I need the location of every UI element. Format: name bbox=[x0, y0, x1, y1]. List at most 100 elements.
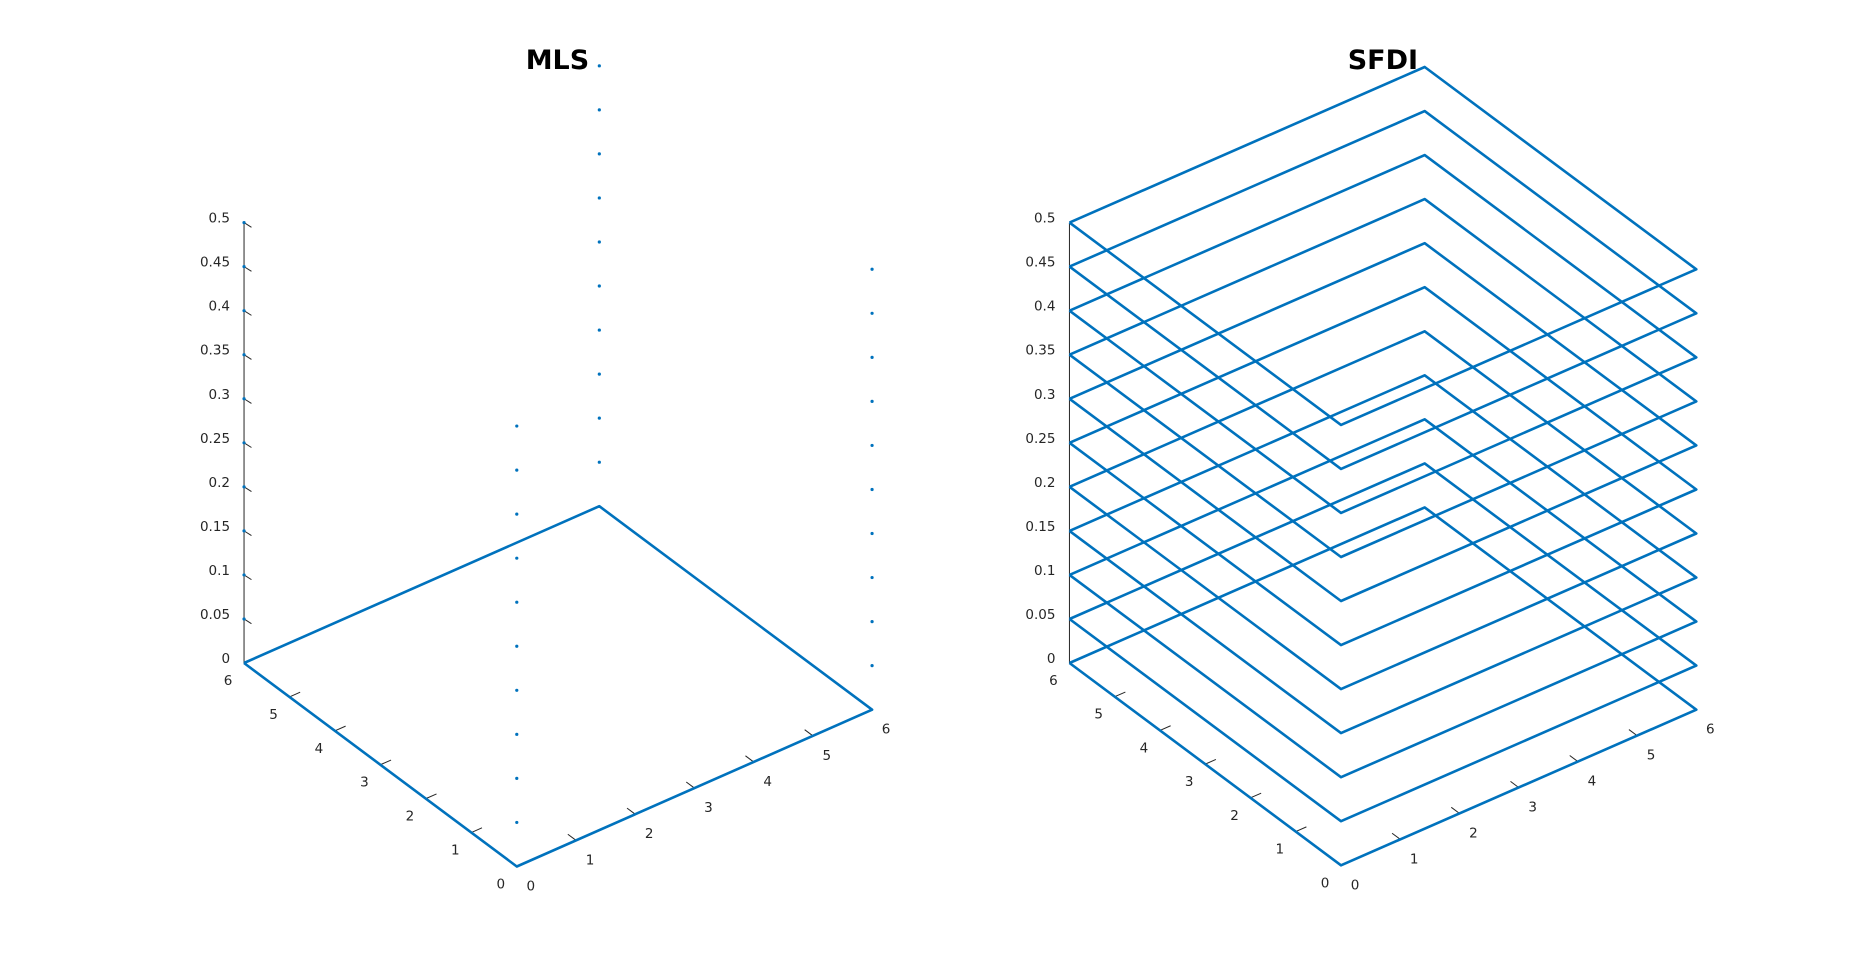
z-tick-label: 0.4 bbox=[1034, 299, 1055, 315]
mesh-outline-level bbox=[1068, 241, 1698, 603]
z-tick-label: 0.05 bbox=[200, 607, 230, 623]
x-tick-label: 3 bbox=[704, 800, 713, 816]
data-point bbox=[870, 487, 874, 492]
x-tick-mark bbox=[745, 755, 754, 763]
x-tick-mark bbox=[685, 781, 695, 789]
mls-subplot: MLS 0 1 2 3 4 5 6 0 1 2 3 4 5 6 0 0.05 0.1 0.15 0.2 0.25 0.3… bbox=[200, 45, 890, 895]
data-point bbox=[242, 353, 246, 357]
z-tick-label: 0.45 bbox=[200, 255, 230, 271]
data-point bbox=[870, 355, 874, 359]
data-point bbox=[597, 328, 601, 332]
x-tick-mark bbox=[804, 729, 814, 737]
z-tick-label: 0.15 bbox=[200, 519, 230, 535]
mesh-outline-level bbox=[1068, 462, 1698, 823]
y-tick-label: 5 bbox=[1094, 707, 1103, 723]
y-tick-mark bbox=[1205, 759, 1217, 765]
z-tick-label: 0.2 bbox=[209, 475, 230, 491]
x-tick-mark bbox=[1628, 729, 1638, 737]
chart-title: SFDI bbox=[1348, 45, 1418, 76]
y-tick-mark bbox=[1159, 725, 1171, 731]
data-point bbox=[515, 732, 519, 736]
data-point bbox=[597, 108, 601, 112]
data-point bbox=[515, 556, 519, 560]
data-point bbox=[597, 196, 601, 200]
data-point bbox=[515, 776, 519, 780]
y-tick-label: 2 bbox=[1230, 808, 1239, 824]
mesh-outline-level bbox=[1068, 373, 1698, 735]
z-tick-label: 0.25 bbox=[200, 431, 230, 447]
data-point bbox=[515, 688, 519, 692]
data-point bbox=[870, 664, 874, 668]
z-tick-label: 0.05 bbox=[1025, 607, 1055, 623]
data-point bbox=[242, 485, 246, 489]
chart-title: MLS bbox=[526, 45, 590, 76]
y-tick-label: 4 bbox=[1140, 740, 1149, 756]
z-tick-label: 0 bbox=[1047, 651, 1056, 667]
x-tick-label: 2 bbox=[1469, 825, 1478, 841]
y-tick-label: 3 bbox=[360, 775, 369, 791]
x-tick-mark bbox=[626, 807, 636, 815]
y-tick-label: 4 bbox=[315, 741, 324, 757]
data-point bbox=[242, 441, 246, 445]
data-point bbox=[870, 531, 874, 536]
y-tick-mark bbox=[289, 691, 301, 698]
z-tick-label: 0.5 bbox=[1034, 211, 1055, 227]
y-tick-mark bbox=[1295, 826, 1307, 833]
data-point bbox=[597, 460, 601, 464]
x-tick-label: 1 bbox=[586, 852, 595, 868]
data-point bbox=[515, 600, 519, 604]
z-tick-label: 0.5 bbox=[209, 211, 230, 227]
x-tick-mark bbox=[1510, 781, 1519, 788]
data-point bbox=[597, 416, 601, 420]
data-point bbox=[515, 468, 519, 472]
data-point bbox=[242, 309, 246, 313]
data-point bbox=[870, 267, 874, 271]
y-tick-label: 2 bbox=[406, 809, 415, 825]
x-tick-label: 0 bbox=[1351, 877, 1360, 893]
data-point bbox=[597, 284, 601, 288]
z-tick-label: 0.1 bbox=[1034, 563, 1055, 579]
z-tick-label: 0.3 bbox=[1034, 387, 1055, 403]
mesh-outline-level bbox=[1068, 65, 1698, 427]
x-tick-mark bbox=[1450, 806, 1460, 814]
y-tick-label: 6 bbox=[1049, 673, 1058, 689]
data-point bbox=[242, 220, 246, 225]
y-tick-label: 6 bbox=[224, 673, 233, 689]
x-tick-mark bbox=[567, 833, 577, 841]
y-tick-mark bbox=[1250, 792, 1262, 799]
y-tick-mark bbox=[471, 827, 483, 834]
mesh-outline-level bbox=[1068, 329, 1698, 691]
z-tick-label: 0 bbox=[221, 651, 230, 667]
x-tick-label: 6 bbox=[882, 722, 891, 738]
mesh-outline-level bbox=[1068, 506, 1698, 867]
y-tick-label: 0 bbox=[496, 876, 505, 892]
z-tick-label: 0.35 bbox=[200, 343, 230, 359]
x-tick-label: 2 bbox=[645, 826, 654, 842]
x-tick-label: 6 bbox=[1706, 722, 1715, 738]
data-point bbox=[870, 311, 874, 315]
z-tick-label: 0.15 bbox=[1025, 519, 1055, 535]
z-tick-label: 0.2 bbox=[1034, 475, 1055, 491]
mesh-outline-level bbox=[1068, 417, 1698, 779]
y-tick-label: 0 bbox=[1321, 875, 1330, 891]
z-tick-label: 0.25 bbox=[1025, 431, 1055, 447]
data-point bbox=[597, 64, 601, 68]
data-point bbox=[515, 424, 519, 428]
mesh-outline-level bbox=[1068, 109, 1698, 471]
data-point bbox=[870, 619, 874, 624]
y-tick-mark bbox=[425, 793, 437, 800]
mesh-outline-level bbox=[243, 504, 874, 868]
x-tick-mark bbox=[1391, 832, 1401, 840]
y-tick-mark bbox=[1114, 691, 1126, 698]
data-point bbox=[242, 529, 246, 533]
data-point bbox=[242, 617, 246, 621]
x-tick-label: 0 bbox=[526, 878, 535, 894]
data-point bbox=[870, 443, 874, 448]
z-tick-label: 0.4 bbox=[209, 299, 230, 315]
y-tick-mark bbox=[380, 759, 392, 766]
y-tick-label: 1 bbox=[451, 843, 460, 859]
x-tick-label: 1 bbox=[1410, 851, 1419, 867]
data-point bbox=[870, 575, 874, 580]
data-point bbox=[242, 265, 246, 269]
